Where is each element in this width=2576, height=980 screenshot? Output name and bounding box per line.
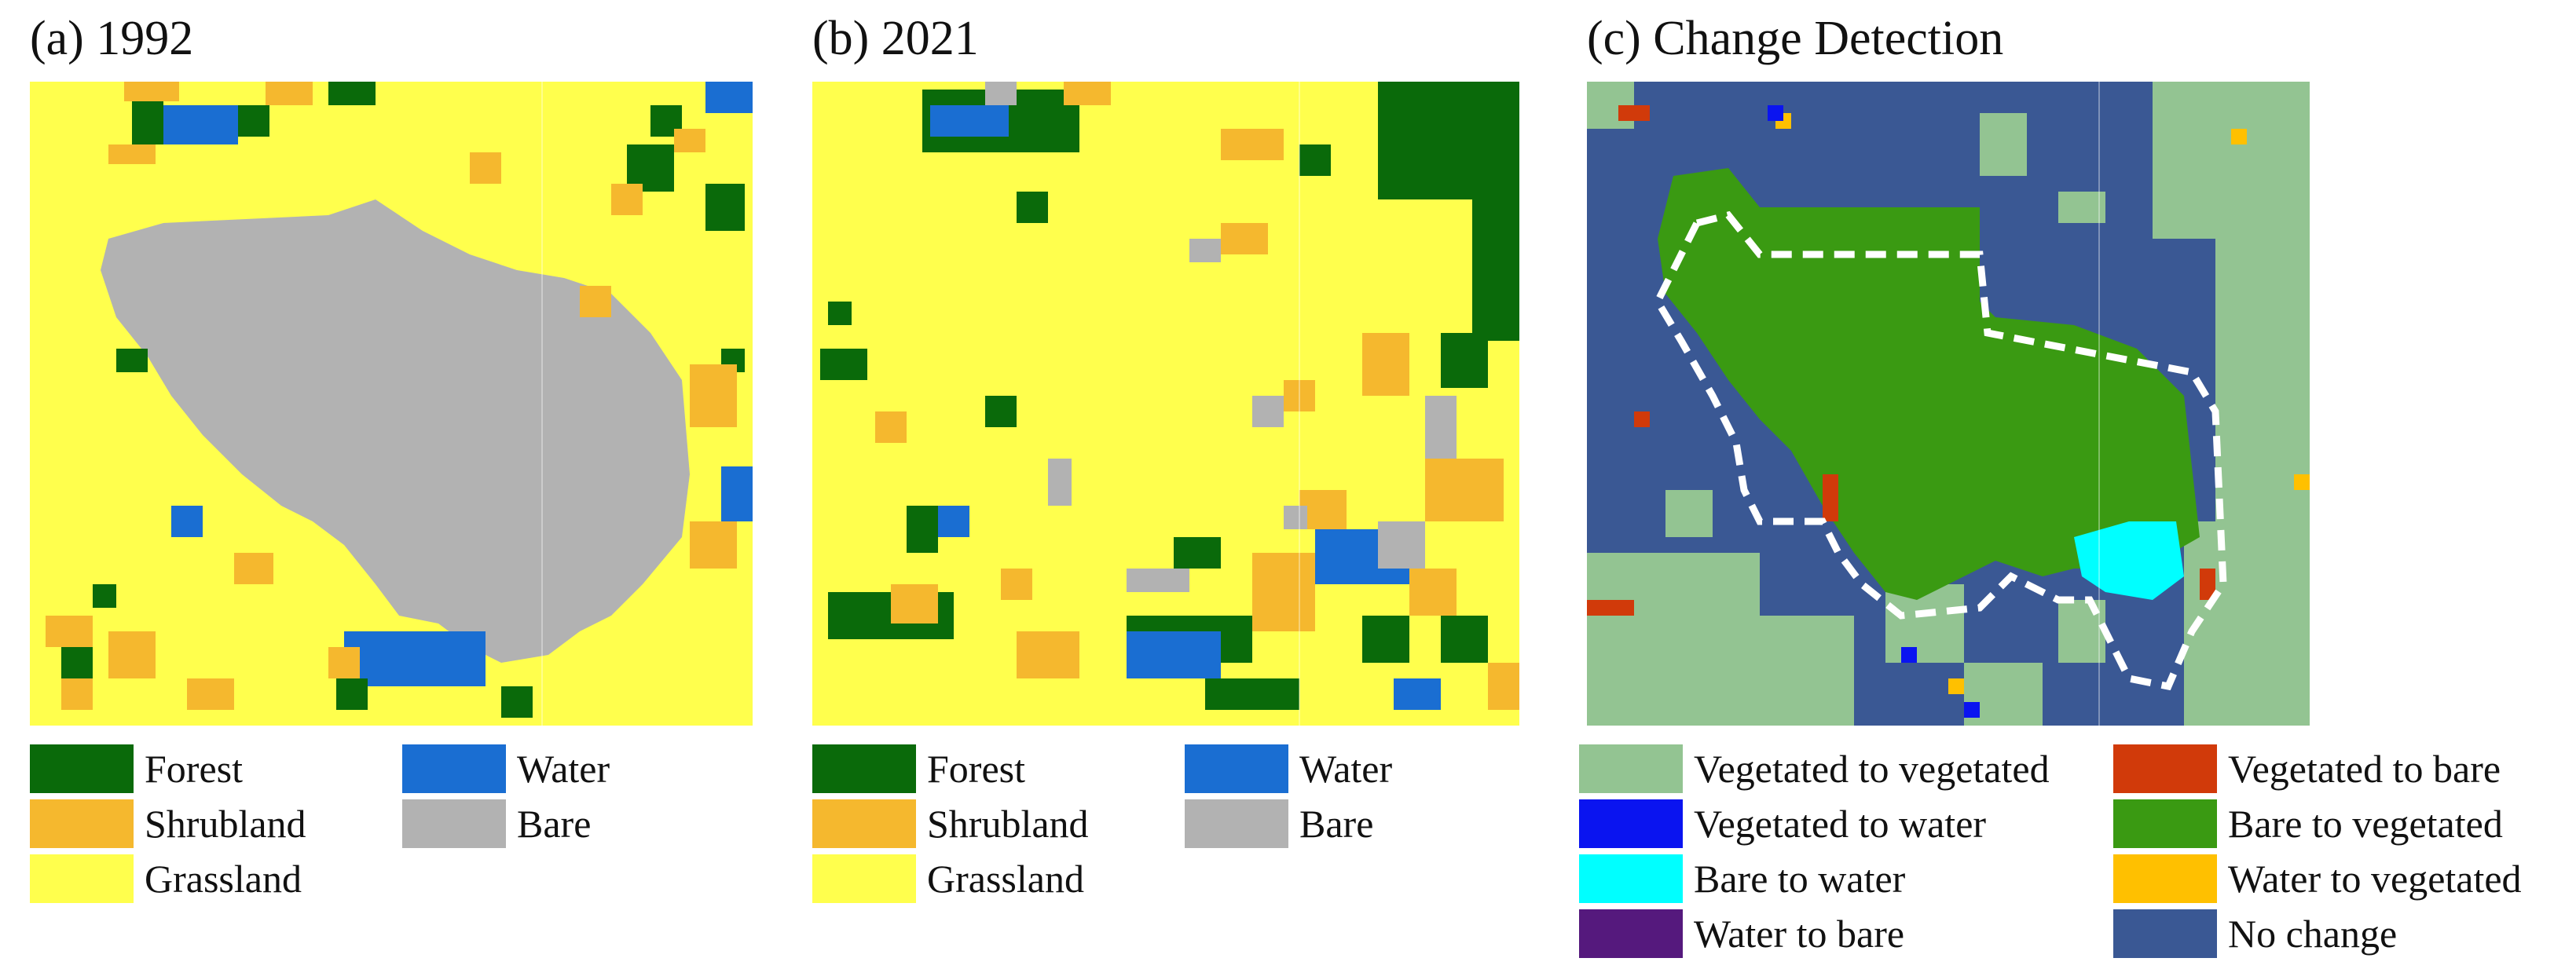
swatch [812, 854, 916, 903]
change-legend: Vegetated to vegetated Vegetated to bare… [1579, 744, 2569, 972]
study-area-boundary [1653, 210, 2227, 691]
veg-to-veg-patches [1587, 82, 2310, 726]
water-to-veg-patches [1775, 113, 2310, 694]
map-canvas [812, 82, 1519, 726]
legend-item-grassland: Grassland [30, 854, 302, 903]
swatch [1185, 799, 1288, 848]
legend-item-forest: Forest [30, 744, 243, 793]
swatch [402, 799, 506, 848]
swatch [30, 744, 134, 793]
legend-label: Forest [145, 747, 243, 791]
legend-item-veg-to-bare: Vegetated to bare [2113, 744, 2501, 793]
bare-patches [985, 82, 1457, 592]
legend-item-forest: Forest [812, 744, 1025, 793]
legend-label: Bare [517, 802, 592, 846]
shrubland-patches [875, 82, 1519, 710]
panel-change-detection: (c) Change Detection [1587, 0, 2569, 980]
legend-label: Shrubland [927, 802, 1089, 846]
legend-item-water: Water [1185, 744, 1392, 793]
water-patches [144, 82, 753, 686]
swatch [812, 744, 916, 793]
legend-label: Water to vegetated [2228, 857, 2522, 901]
legend-label: Bare to water [1694, 857, 1906, 901]
legend-label: Water [517, 747, 610, 791]
veg-to-bare-patches [1587, 105, 2215, 616]
landcover-legend-a: Forest Water Shrubland Bare Grassland [30, 744, 784, 917]
bare-to-veg-area [1658, 168, 2200, 600]
legend-item-bare: Bare [402, 799, 591, 848]
swatch [1579, 854, 1683, 903]
legend-item-shrubland: Shrubland [30, 799, 306, 848]
legend-item-veg-to-water: Vegetated to water [1579, 799, 1986, 848]
legend-label: Shrubland [145, 802, 306, 846]
legend-item-water: Water [402, 744, 610, 793]
veg-to-water-patches [1768, 105, 1980, 718]
water-patches [930, 105, 1441, 710]
legend-label: Bare to vegetated [2228, 802, 2503, 846]
panel-title: (c) Change Detection [1587, 12, 2004, 65]
swatch [30, 799, 134, 848]
panel-1992: (a) 1992 [30, 0, 784, 980]
legend-item-no-change: No change [2113, 909, 2397, 958]
legend-item-water-to-bare: Water to bare [1579, 909, 1904, 958]
forest-patches [61, 82, 745, 718]
panel-2021: (b) 2021 [812, 0, 1566, 980]
legend-label: Forest [927, 747, 1025, 791]
legend-label: Bare [1299, 802, 1374, 846]
legend-item-bare: Bare [1185, 799, 1373, 848]
map-canvas [30, 82, 753, 726]
swatch [1579, 909, 1683, 958]
legend-label: Vegetated to water [1694, 802, 1987, 846]
legend-label: No change [2228, 912, 2398, 956]
legend-item-shrubland: Shrubland [812, 799, 1089, 848]
legend-item-water-to-veg: Water to vegetated [2113, 854, 2522, 903]
landcover-map-1992 [30, 82, 753, 726]
swatch [2113, 744, 2217, 793]
panel-title: (b) 2021 [812, 12, 979, 65]
legend-label: Vegetated to vegetated [1694, 747, 2050, 791]
legend-item-grassland: Grassland [812, 854, 1084, 903]
map-canvas [1587, 82, 2310, 726]
landcover-legend-b: Forest Water Shrubland Bare Grassland [812, 744, 1566, 917]
swatch [1185, 744, 1288, 793]
legend-item-bare-to-veg: Bare to vegetated [2113, 799, 2503, 848]
swatch [2113, 909, 2217, 958]
legend-item-veg-to-veg: Vegetated to vegetated [1579, 744, 2050, 793]
swatch [402, 744, 506, 793]
bare-area [101, 199, 690, 663]
change-detection-map [1587, 82, 2310, 726]
swatch [30, 854, 134, 903]
shrubland-patches [46, 82, 737, 710]
swatch [2113, 854, 2217, 903]
swatch [2113, 799, 2217, 848]
legend-label: Water [1299, 747, 1393, 791]
legend-label: Grassland [927, 857, 1084, 901]
swatch [1579, 799, 1683, 848]
legend-label: Vegetated to bare [2228, 747, 2501, 791]
bare-to-water-area [2074, 521, 2184, 600]
swatch [1579, 744, 1683, 793]
landcover-map-2021 [812, 82, 1535, 726]
legend-label: Grassland [145, 857, 302, 901]
legend-item-bare-to-water: Bare to water [1579, 854, 1905, 903]
swatch [812, 799, 916, 848]
legend-label: Water to bare [1694, 912, 1905, 956]
panel-title: (a) 1992 [30, 12, 194, 65]
